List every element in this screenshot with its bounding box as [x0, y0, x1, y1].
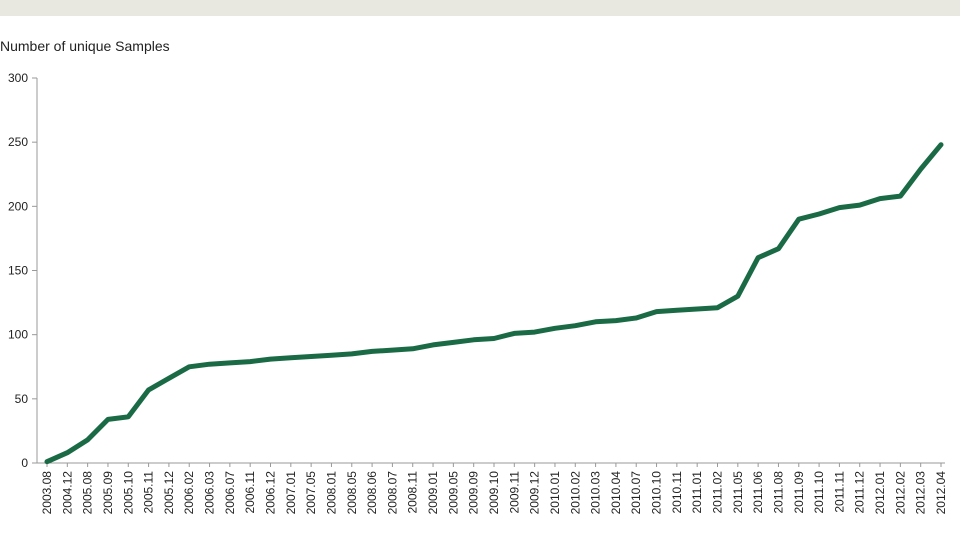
x-tick-label: 2006.02 — [182, 471, 196, 515]
x-tick-label: 2012.04 — [934, 471, 948, 515]
x-tick-label: 2012.01 — [873, 471, 887, 515]
x-tick-label: 2010.01 — [548, 471, 562, 515]
x-tick-label: 2009.11 — [507, 471, 521, 514]
x-tick-label: 2009.09 — [467, 471, 481, 515]
series-line — [44, 142, 944, 465]
x-tick-label: 2010.04 — [609, 471, 623, 515]
x-tick-label: 2011.12 — [853, 471, 867, 514]
x-tick-label: 2007.05 — [304, 471, 318, 515]
x-tick-label: 2008.01 — [324, 471, 338, 515]
x-tick-label: 2005.12 — [162, 471, 176, 515]
x-tick-label: 2011.05 — [731, 471, 745, 514]
x-tick-label: 2011.09 — [792, 471, 806, 514]
x-tick-label: 2006.12 — [264, 471, 278, 515]
x-tick-label: 2006.07 — [223, 471, 237, 515]
x-tick-label: 2012.02 — [893, 471, 907, 515]
x-tick-label: 2005.08 — [81, 471, 95, 515]
x-tick-label: 2010.07 — [629, 471, 643, 515]
x-tick-label: 2011.10 — [812, 471, 826, 514]
x-tick-label: 2009.01 — [426, 471, 440, 515]
x-tick-label: 2010.03 — [589, 471, 603, 515]
x-tick-label: 2009.05 — [446, 471, 460, 515]
y-axis-title: Number of unique Samples — [0, 38, 170, 54]
y-tick-label: 200 — [8, 199, 28, 213]
x-tick-label: 2005.10 — [121, 471, 135, 515]
y-tick-label: 0 — [21, 456, 28, 470]
x-tick-label: 2004.12 — [60, 471, 74, 515]
x-tick-label: 2008.07 — [385, 471, 399, 515]
x-tick-label: 2009.12 — [528, 471, 542, 515]
x-tick-label: 2011.11 — [832, 471, 846, 513]
x-tick-label: 2009.10 — [487, 471, 501, 515]
x-tick-label: 2005.09 — [101, 471, 115, 515]
x-tick-label: 2011.06 — [751, 471, 765, 514]
x-tick-label: 2011.02 — [711, 471, 725, 514]
x-tick-label: 2011.01 — [690, 471, 704, 514]
y-tick-label: 100 — [8, 328, 28, 342]
x-tick-label: 2012.03 — [914, 471, 928, 515]
x-tick-label: 2008.11 — [406, 471, 420, 514]
y-tick-label: 250 — [8, 135, 28, 149]
x-tick-label: 2011.08 — [771, 471, 785, 514]
y-tick-label: 300 — [8, 71, 28, 85]
x-tick-label: 2006.11 — [243, 471, 257, 514]
x-tick-label: 2010.11 — [670, 471, 684, 514]
x-tick-label: 2003.08 — [40, 471, 54, 515]
y-tick-label: 50 — [15, 392, 29, 406]
x-tick-label: 2008.06 — [365, 471, 379, 515]
x-tick-label: 2010.10 — [650, 471, 664, 515]
x-tick-label: 2005.11 — [142, 471, 156, 514]
x-tick-label: 2007.01 — [284, 471, 298, 515]
x-tick-label: 2010.02 — [568, 471, 582, 515]
y-tick-label: 150 — [8, 264, 28, 278]
top-band — [0, 0, 960, 16]
x-tick-label: 2008.05 — [345, 471, 359, 515]
x-tick-label: 2006.03 — [203, 471, 217, 515]
